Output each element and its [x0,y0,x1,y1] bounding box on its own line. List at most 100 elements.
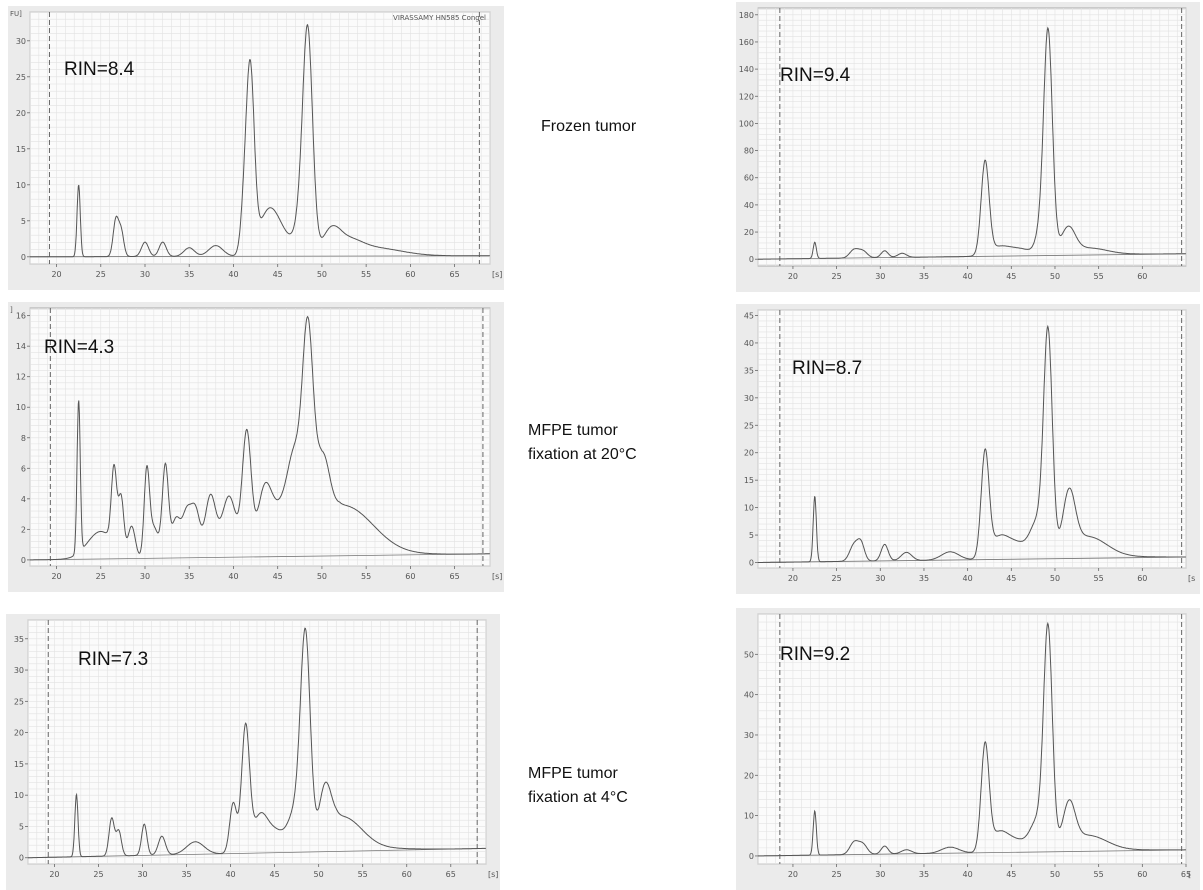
y-tick-label: 30 [744,731,754,740]
trace-line [758,26,1186,260]
condition-line: MFPE tumor [528,422,618,439]
x-tick-label: 60 [402,870,412,879]
electropherogram-chart-6: 20 25 30 35 40 45 50 55 60 65 0 10 20 30 40 50 [ [736,608,1200,890]
y-tick-label: 25 [14,697,24,706]
x-tick-label: 35 [184,572,194,581]
trace-line [758,621,1186,857]
grid [757,613,1187,865]
y-unit-label: ] [10,306,13,314]
x-tick-label: 20 [788,870,798,879]
y-tick-label: 160 [739,38,754,47]
condition-label-20c: MFPE tumor fixation at 20°C [528,419,637,467]
x-tick-label: 35 [184,270,194,279]
x-tick-label: 30 [137,870,147,879]
electropherogram-panel-6: 20 25 30 35 40 45 50 55 60 65 0 10 20 30 40 50 [ RIN=9.2 [736,608,1200,890]
x-tick-label: 60 [405,270,415,279]
x-tick-label: 50 [317,572,327,581]
x-tick-label: 50 [1050,574,1060,583]
plot-area [757,309,1187,569]
y-tick-label: 20 [744,228,754,237]
x-unit-label: [s] [488,870,498,879]
x-tick-label: 40 [225,870,235,879]
x-tick-label: 35 [919,272,929,281]
y-tick-label: 140 [739,65,754,74]
x-tick-label: 45 [273,270,283,279]
y-tick-label: 10 [16,181,26,190]
electropherogram-panel-3: 20 25 30 35 40 45 50 55 60 65 0 5 10 15 20 25 30 35 [s] RI… [6,614,500,890]
grid [27,619,487,865]
x-tick-label: 65 [450,572,460,581]
x-tick-label: 25 [96,270,106,279]
x-tick-label: 45 [270,870,280,879]
x-tick-label: 55 [358,870,368,879]
y-tick-label: 8 [21,434,26,443]
y-tick-label: 15 [14,760,24,769]
y-tick-label: 0 [21,253,26,262]
y-tick-label: 5 [749,531,754,540]
y-tick-label: 15 [744,476,754,485]
x-tick-label: 30 [140,270,150,279]
rin-label-5: RIN=8.7 [792,358,863,379]
y-tick-label: 40 [744,339,754,348]
x-tick-label: 60 [1137,870,1147,879]
baseline [27,847,487,859]
y-unit-label: FU] [10,10,22,18]
y-tick-label: 16 [16,312,26,321]
x-tick-label: 40 [228,572,238,581]
plot-area [757,613,1187,865]
y-tick-label: 0 [749,852,754,861]
y-tick-label: 5 [21,217,26,226]
grid [29,11,491,265]
baseline [29,553,491,561]
x-tick-label: 20 [788,574,798,583]
x-tick-label: 55 [1094,870,1104,879]
y-tick-label: 15 [16,145,26,154]
x-tick-label: 55 [1094,574,1104,583]
electropherogram-panel-2: 20 25 30 35 40 45 50 55 60 65 0 2 4 6 8 10 12 14 16 [s]] RI… [8,302,504,592]
x-tick-label: 30 [875,870,885,879]
x-tick-label: 40 [228,270,238,279]
x-unit-label: [s [1188,574,1195,583]
x-tick-label: 25 [832,870,842,879]
condition-line: Frozen tumor [541,118,637,135]
y-tick-label: 80 [744,147,754,156]
x-tick-label: 65 [446,870,456,879]
x-tick-label: 65 [450,270,460,279]
x-tick-label: 25 [832,272,842,281]
condition-line: MFPE tumor [528,765,618,782]
y-tick-label: 100 [739,119,754,128]
x-tick-label: 35 [919,870,929,879]
x-tick-label: 35 [181,870,191,879]
x-tick-label: 30 [875,574,885,583]
x-tick-label: 45 [1006,870,1016,879]
y-tick-label: 60 [744,174,754,183]
x-tick-label: 25 [96,572,106,581]
x-tick-label: 30 [140,572,150,581]
electropherogram-panel-1: 20 25 30 35 40 45 50 55 60 65 0 5 10 15 20 25 30 [s] FU] VI… [8,6,504,290]
x-tick-label: 45 [1006,272,1016,281]
trace-line [28,627,486,859]
y-tick-label: 0 [21,556,26,565]
y-tick-label: 14 [16,342,26,351]
y-tick-label: 180 [739,11,754,20]
rin-label-1: RIN=8.4 [64,59,135,80]
y-tick-label: 4 [21,495,26,504]
x-tick-label: 55 [361,270,371,279]
y-tick-label: 30 [14,666,24,675]
y-tick-label: 35 [744,366,754,375]
x-tick-label: 35 [919,574,929,583]
x-tick-label: 65 [1181,870,1191,879]
electropherogram-chart-5: 20 25 30 35 40 45 50 55 60 0 5 10 15 20 25 30 35 40 45 [s [736,304,1200,594]
y-tick-label: 5 [19,822,24,831]
y-tick-label: 30 [744,394,754,403]
y-tick-label: 120 [739,92,754,101]
y-tick-label: 45 [744,311,754,320]
y-tick-label: 0 [19,854,24,863]
condition-label-frozen: Frozen tumor [541,115,636,139]
condition-line: fixation at 4°C [528,789,628,806]
x-tick-label: 50 [314,870,324,879]
x-tick-label: 55 [1094,272,1104,281]
y-tick-label: 25 [16,73,26,82]
y-tick-label: 20 [16,109,26,118]
electropherogram-panel-5: 20 25 30 35 40 45 50 55 60 0 5 10 15 20 25 30 35 40 45 [s R… [736,304,1200,594]
